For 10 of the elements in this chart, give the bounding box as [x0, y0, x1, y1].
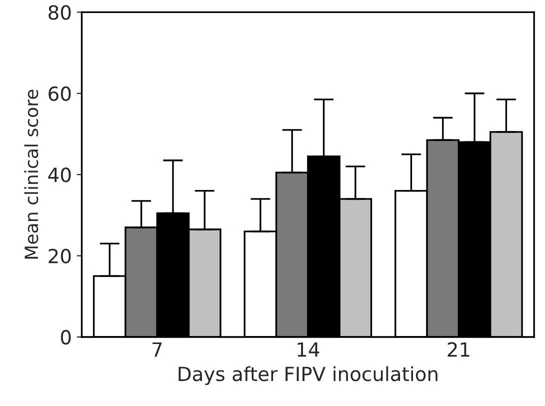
x-tick-label: 14 — [298, 342, 320, 357]
y-tick-label: 0 — [60, 330, 71, 345]
y-tick-label: 20 — [48, 248, 71, 264]
x-tick-label: 21 — [448, 342, 470, 357]
y-tick-label: 40 — [48, 168, 71, 182]
y-axis-title: Mean clinical score — [24, 90, 38, 259]
y-tick-label: 80 — [48, 5, 71, 20]
y-tick-label: 60 — [48, 86, 71, 102]
x-axis-title: Days after FIPV inoculation — [178, 366, 438, 386]
x-tick-label: 7 — [152, 342, 162, 357]
